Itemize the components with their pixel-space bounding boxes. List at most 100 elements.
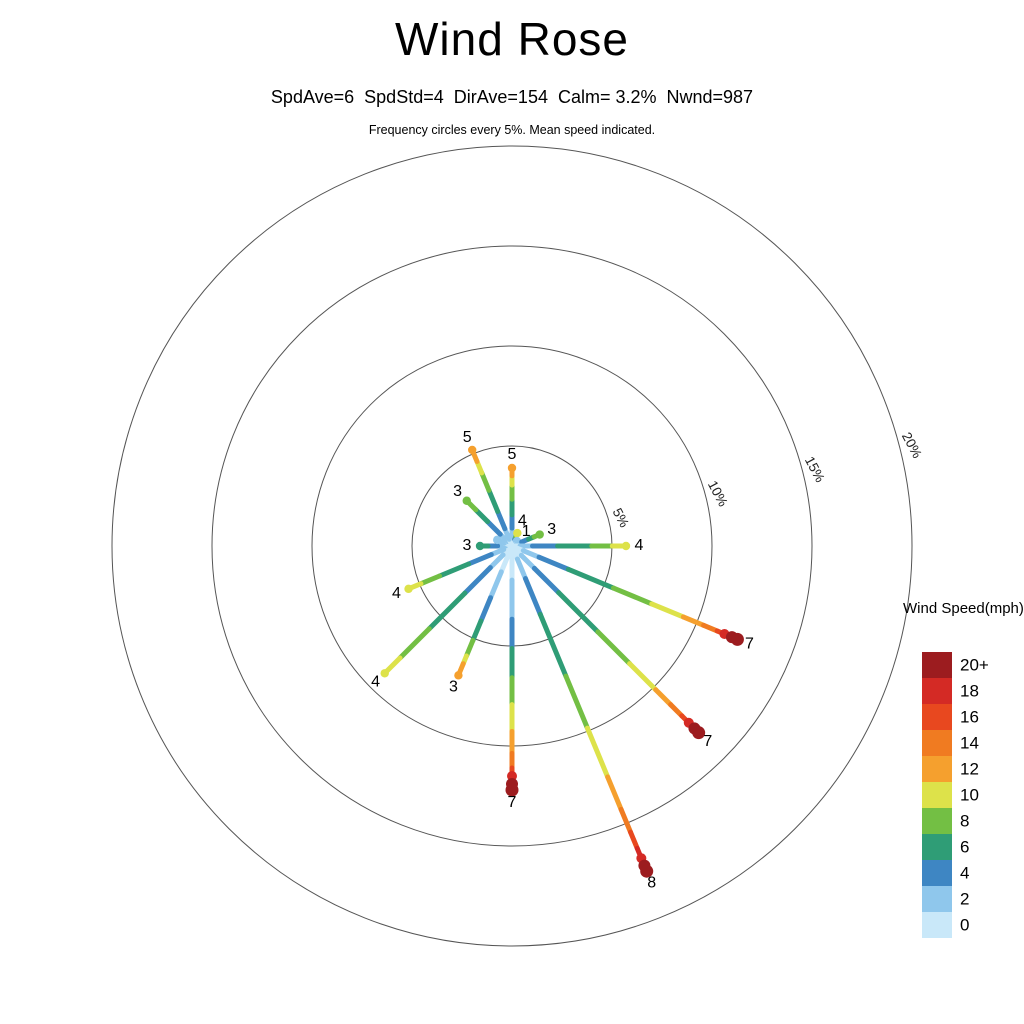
spoke-segment-SW-2 xyxy=(487,552,506,571)
mean-speed-label-SE: 7 xyxy=(703,733,712,750)
spoke-tip-dot xyxy=(468,445,477,455)
spoke-tip-dot xyxy=(493,535,502,545)
spoke-segment-SSE-8 xyxy=(563,673,590,731)
spoke-tip-dot xyxy=(507,463,517,473)
spoke-segment-SW-8 xyxy=(397,626,432,661)
spoke-segment-SSE-12 xyxy=(605,774,624,812)
spoke-segment-NNW-4 xyxy=(495,508,508,532)
mean-speed-label-NE: 1 xyxy=(522,523,531,540)
spoke-SW: 4 xyxy=(371,543,515,691)
spoke-segment-NW-4 xyxy=(485,519,503,537)
legend-label-2: 2 xyxy=(960,889,969,908)
mean-speed-label-WSW: 4 xyxy=(392,585,401,602)
legend-label-18: 18 xyxy=(960,681,979,700)
spoke-segment-ESE-4 xyxy=(536,554,571,572)
spoke-tip-dot xyxy=(513,528,522,538)
mean-speed-label-NNE: 4 xyxy=(518,512,527,529)
spoke-segment-SSE-4 xyxy=(522,576,543,617)
legend-swatch-16 xyxy=(922,704,952,730)
legend-title: Wind Speed(mph) xyxy=(903,600,1024,617)
spoke-segment-SSE-10 xyxy=(584,725,611,780)
spoke-segment-WSW-4 xyxy=(466,552,494,567)
legend-label-12: 12 xyxy=(960,759,979,778)
mean-speed-label-ESE: 7 xyxy=(745,636,754,653)
spoke-tip-dot xyxy=(730,632,744,646)
spoke-segment-SE-12 xyxy=(653,687,674,708)
spoke-segment-WSW-8 xyxy=(418,573,443,587)
spoke-segment-ESE-2 xyxy=(520,548,542,560)
mean-speed-label-SSW: 3 xyxy=(449,679,458,696)
spoke-segment-SE-4 xyxy=(531,565,562,596)
spoke-segment-ESE-12 xyxy=(680,614,707,628)
legend-label-6: 6 xyxy=(960,837,969,856)
spoke-tip-dot xyxy=(380,669,389,678)
legend-label-8: 8 xyxy=(960,811,969,830)
mean-speed-label-W: 3 xyxy=(463,537,472,554)
spoke-segment-SSW-8 xyxy=(463,637,476,659)
spoke-tip-dot xyxy=(692,726,706,740)
legend-swatch-12 xyxy=(922,756,952,782)
spoke-segment-SSE-14 xyxy=(618,806,634,835)
spoke-tip-dot xyxy=(621,541,631,551)
spoke-SE: 7 xyxy=(509,543,712,750)
spoke-segment-SW-4 xyxy=(462,565,493,596)
mean-speed-label-ENE: 3 xyxy=(547,521,556,538)
legend-label-4: 4 xyxy=(960,863,969,882)
spoke-segment-SSW-2 xyxy=(488,569,504,601)
spoke-segment-SSE-16 xyxy=(628,829,640,851)
legend-swatch-0 xyxy=(922,912,952,938)
spoke-segment-ESE-8 xyxy=(610,585,655,607)
legend-swatch-10 xyxy=(922,782,952,808)
mean-speed-label-E: 4 xyxy=(635,537,644,554)
spoke-E: 4 xyxy=(509,537,644,554)
spoke-tip-dot xyxy=(507,771,517,781)
legend-swatch-2 xyxy=(922,886,952,912)
spoke-tip-dot xyxy=(462,496,471,505)
spoke-segment-SE-14 xyxy=(668,702,685,719)
spoke-tip-dot xyxy=(535,530,544,539)
page-title: Wind Rose xyxy=(395,13,629,65)
legend-swatch-18 xyxy=(922,678,952,704)
mean-speed-label-NNW: 5 xyxy=(463,429,472,446)
spoke-segment-SE-2 xyxy=(518,552,537,571)
mean-speed-label-NW: 3 xyxy=(453,483,462,500)
legend-swatch-6 xyxy=(922,834,952,860)
ring-label-5%: 5% xyxy=(610,506,632,530)
spoke-segment-SE-8 xyxy=(595,629,633,667)
spoke-segment-WSW-6 xyxy=(437,561,472,579)
spoke-segment-SW-6 xyxy=(426,590,468,632)
wind-speed-legend: 20+ 18 16 14 12 10 8 6 4 2 0 xyxy=(922,652,989,938)
spoke-tip-dot xyxy=(640,864,654,878)
legend-label-20+: 20+ xyxy=(960,655,989,674)
legend-label-14: 14 xyxy=(960,733,979,752)
spoke-segment-SSW-4 xyxy=(478,595,494,624)
mean-speed-label-SSE: 8 xyxy=(647,874,656,891)
legend-swatch-8 xyxy=(922,808,952,834)
spoke-ESE: 7 xyxy=(509,543,754,653)
spoke-segment-NW-6 xyxy=(473,507,491,525)
spoke-segment-SSE-6 xyxy=(537,611,569,679)
spoke-NNW: 5 xyxy=(463,429,515,549)
spoke-segment-SE-6 xyxy=(556,590,601,635)
spoke-segment-SSW-6 xyxy=(470,618,484,643)
spoke-tip-dot xyxy=(454,671,463,680)
ring-label-15%: 15% xyxy=(802,454,828,485)
spoke-tip-dot xyxy=(404,584,413,594)
spoke-tip-dot xyxy=(505,783,519,797)
legend-swatch-4 xyxy=(922,860,952,886)
ring-label-10%: 10% xyxy=(705,478,731,509)
spoke-segment-NNW-8 xyxy=(479,470,492,493)
legend-label-0: 0 xyxy=(960,915,969,934)
spoke-SSW: 3 xyxy=(449,543,515,696)
legend-swatch-20+ xyxy=(922,652,952,678)
mean-speed-label-SW: 4 xyxy=(371,674,380,691)
legend-swatch-14 xyxy=(922,730,952,756)
spoke-segment-SSE-2 xyxy=(514,556,528,582)
spoke-tip-dot xyxy=(475,541,485,551)
spoke-segment-NNW-6 xyxy=(486,487,501,514)
spoke-S: 7 xyxy=(505,543,519,811)
mean-speed-label-N: 5 xyxy=(508,446,517,463)
spoke-segment-SE-10 xyxy=(627,661,659,693)
